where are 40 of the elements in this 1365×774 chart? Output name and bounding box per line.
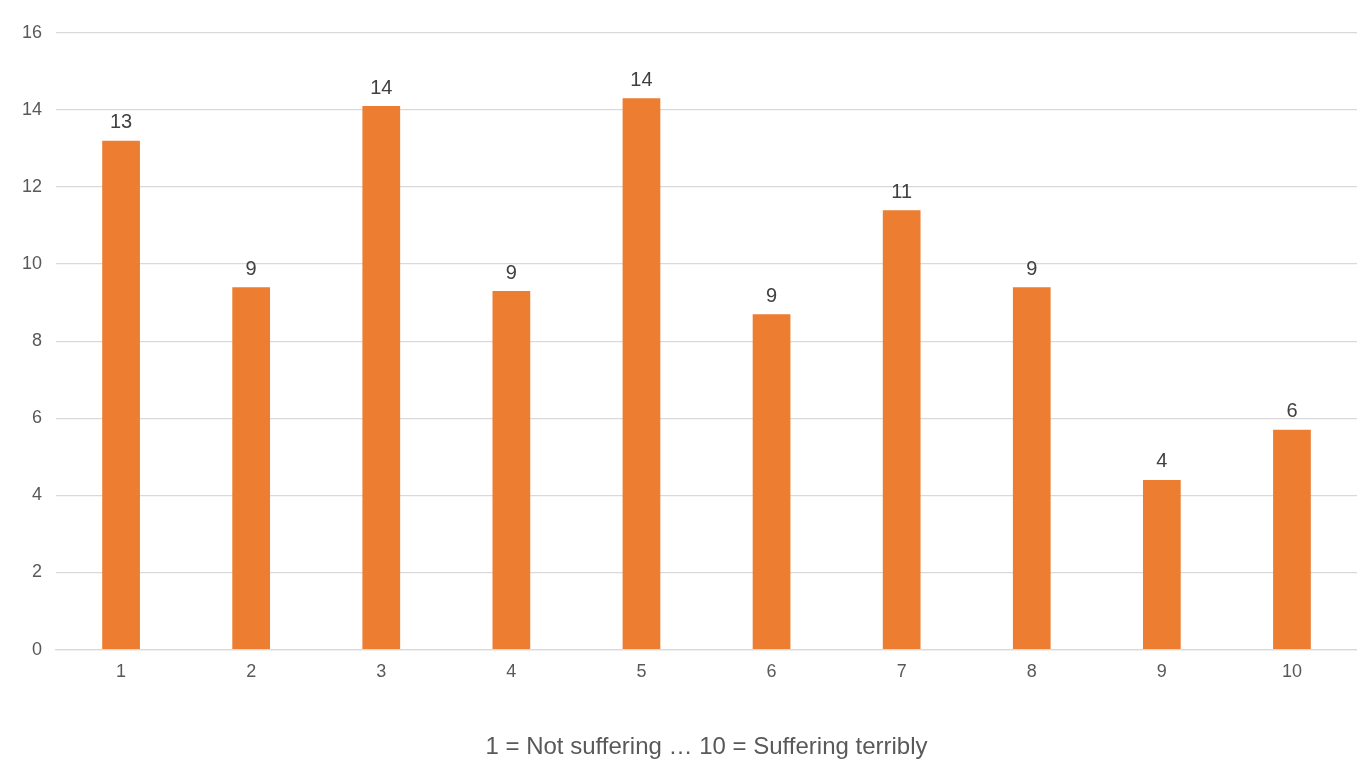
y-tick-label: 14 — [21, 98, 43, 119]
y-tick-label: 2 — [32, 561, 43, 582]
data-label: 9 — [766, 283, 778, 306]
x-tick-label: 10 — [1281, 661, 1302, 682]
y-tick-label: 10 — [21, 253, 43, 274]
bar — [622, 98, 661, 649]
bar — [752, 314, 791, 649]
bar — [882, 210, 921, 649]
y-tick-label: 8 — [32, 330, 43, 351]
x-tick-label: 3 — [376, 661, 387, 682]
data-label: 14 — [370, 75, 393, 98]
x-tick-label: 7 — [896, 661, 907, 682]
data-label: 9 — [505, 260, 517, 283]
bar — [362, 106, 401, 649]
data-label: 6 — [1286, 399, 1298, 422]
x-tick-label: 6 — [766, 661, 777, 682]
bar — [1012, 287, 1051, 649]
bar — [102, 140, 140, 649]
data-label: 11 — [891, 179, 913, 202]
x-tick-label: 9 — [1156, 661, 1167, 682]
bar — [232, 287, 271, 649]
x-tick-label: 5 — [636, 661, 647, 682]
x-tick-label: 1 — [116, 661, 127, 682]
y-tick-label: 16 — [21, 21, 43, 42]
y-tick-label: 4 — [32, 484, 43, 505]
data-label: 14 — [630, 67, 653, 90]
y-tick-label: 12 — [21, 175, 43, 196]
bar — [1142, 479, 1181, 649]
x-axis-title: 1 = Not suffering … 10 = Suffering terribly — [485, 732, 928, 760]
bar — [492, 291, 531, 649]
bar — [1273, 429, 1311, 649]
x-tick-label: 8 — [1026, 661, 1037, 682]
data-label: 4 — [1156, 449, 1168, 472]
x-tick-label: 4 — [506, 661, 517, 682]
data-label: 13 — [109, 110, 133, 133]
data-label: 9 — [1026, 256, 1038, 279]
data-label: 9 — [245, 256, 257, 279]
y-tick-label: 0 — [32, 638, 43, 659]
y-tick-label: 6 — [32, 407, 43, 428]
x-tick-label: 2 — [246, 661, 257, 682]
